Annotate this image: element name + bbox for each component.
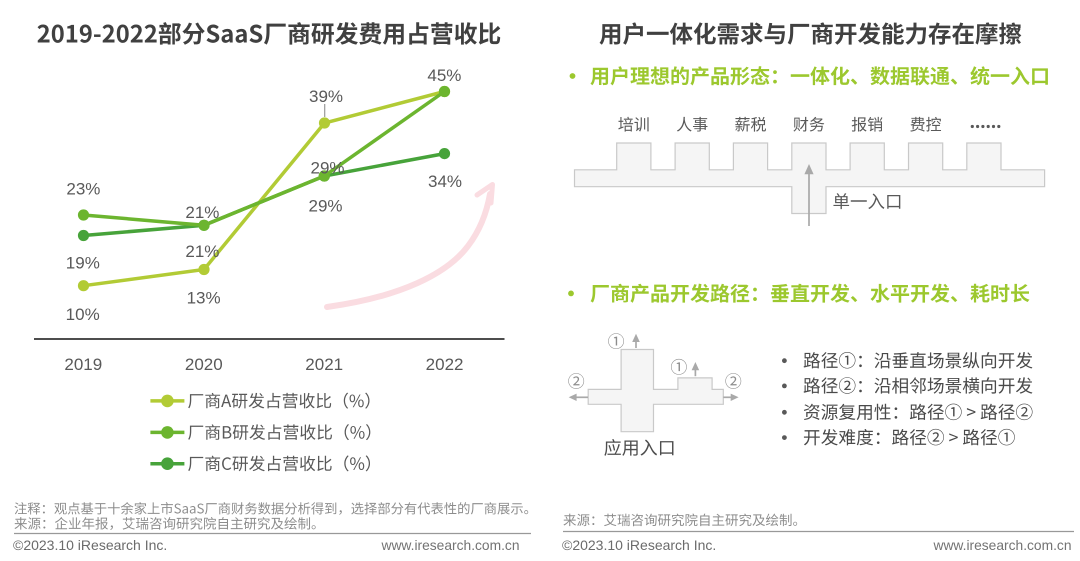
svg-text:2020: 2020: [185, 355, 223, 374]
svg-text:©2023.10 iResearch Inc.: ©2023.10 iResearch Inc.: [13, 537, 167, 553]
svg-text:2019: 2019: [64, 355, 102, 374]
svg-text:21%: 21%: [185, 203, 219, 222]
svg-text:45%: 45%: [427, 66, 461, 85]
svg-text:39%: 39%: [309, 87, 343, 106]
svg-text:10%: 10%: [66, 305, 100, 324]
svg-text:©2023.10 iResearch Inc.: ©2023.10 iResearch Inc.: [562, 537, 716, 553]
svg-text:www.iresearch.com.cn: www.iresearch.com.cn: [932, 538, 1071, 553]
svg-text:29%: 29%: [308, 196, 342, 215]
svg-text:23%: 23%: [66, 180, 100, 199]
svg-text:2021: 2021: [305, 355, 343, 374]
svg-text:13%: 13%: [187, 288, 221, 307]
svg-text:www.iresearch.com.cn: www.iresearch.com.cn: [380, 538, 519, 553]
svg-text:29%: 29%: [310, 158, 344, 177]
svg-text:2022: 2022: [426, 355, 464, 374]
svg-text:19%: 19%: [66, 254, 100, 273]
svg-text:34%: 34%: [428, 172, 462, 191]
svg-text:21%: 21%: [185, 242, 219, 261]
